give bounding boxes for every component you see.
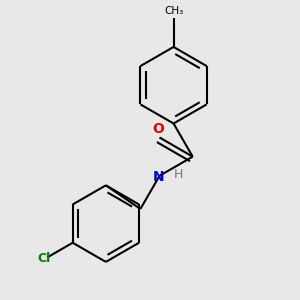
Text: O: O xyxy=(152,122,164,136)
Text: H: H xyxy=(174,168,183,181)
Text: CH₃: CH₃ xyxy=(164,6,183,16)
Text: N: N xyxy=(152,170,164,184)
Text: Cl: Cl xyxy=(38,252,51,266)
